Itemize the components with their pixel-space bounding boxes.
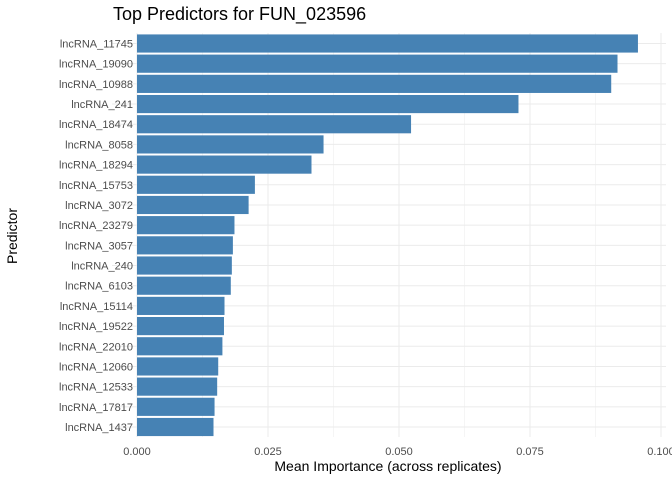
bar [137,337,223,356]
y-tick-labels: lncRNA_11745 lncRNA_19090 lncRNA_10988 lncR… [59,39,133,435]
y-tick-label: lncRNA_6103 [65,281,133,293]
y-tick-label: lncRNA_8058 [65,139,133,151]
bar [137,216,235,235]
x-tick-label: 0.000 [123,446,151,458]
y-tick-label: lncRNA_22010 [59,341,133,353]
x-axis-title: Mean Importance (across replicates) [274,458,501,474]
bars [137,34,638,437]
bar [137,417,214,437]
y-tick-label: lncRNA_18474 [59,119,133,131]
y-tick-label: lncRNA_1437 [65,422,133,434]
bar [137,236,233,255]
x-tick-label: 0.100 [647,446,672,458]
y-tick-label: lncRNA_11745 [60,39,133,51]
y-tick-label: lncRNA_12060 [59,361,133,373]
bar [137,357,219,376]
y-tick-label: lncRNA_241 [71,99,133,111]
bar [137,175,255,194]
y-tick-label: lncRNA_240 [71,261,133,273]
bar [137,94,519,114]
x-tick-label: 0.075 [516,446,544,458]
bar [137,316,224,336]
bar [137,115,412,134]
x-tick-labels: 0.000 0.025 0.050 0.075 0.100 [123,446,672,458]
chart-title: Top Predictors for FUN_023596 [113,4,366,25]
y-tick-label: lncRNA_19522 [59,321,133,333]
y-tick-label: lncRNA_10988 [59,79,133,91]
y-tick-label: lncRNA_15753 [59,180,133,192]
bar [137,155,312,174]
y-tick-label: lncRNA_15114 [60,301,133,313]
bar [137,195,249,215]
bar [137,276,231,295]
y-axis-title: Predictor [4,208,20,264]
bar [137,256,232,275]
x-tick-label: 0.025 [254,446,282,458]
bar [137,397,215,416]
plot-grid [112,33,666,437]
bar [137,34,638,53]
bar [137,74,612,93]
bar [137,377,218,396]
y-tick-label: lncRNA_18294 [59,160,133,172]
bar [137,54,618,73]
bar [137,296,225,315]
y-tick-label: lncRNA_17817 [59,402,133,414]
y-tick-label: lncRNA_19090 [59,59,133,71]
x-tick-label: 0.050 [385,446,413,458]
y-tick-label: lncRNA_3072 [65,200,133,212]
y-tick-label: lncRNA_23279 [59,220,133,232]
bar [137,135,324,154]
y-tick-label: lncRNA_3057 [65,240,133,252]
y-tick-label: lncRNA_12533 [59,382,133,394]
